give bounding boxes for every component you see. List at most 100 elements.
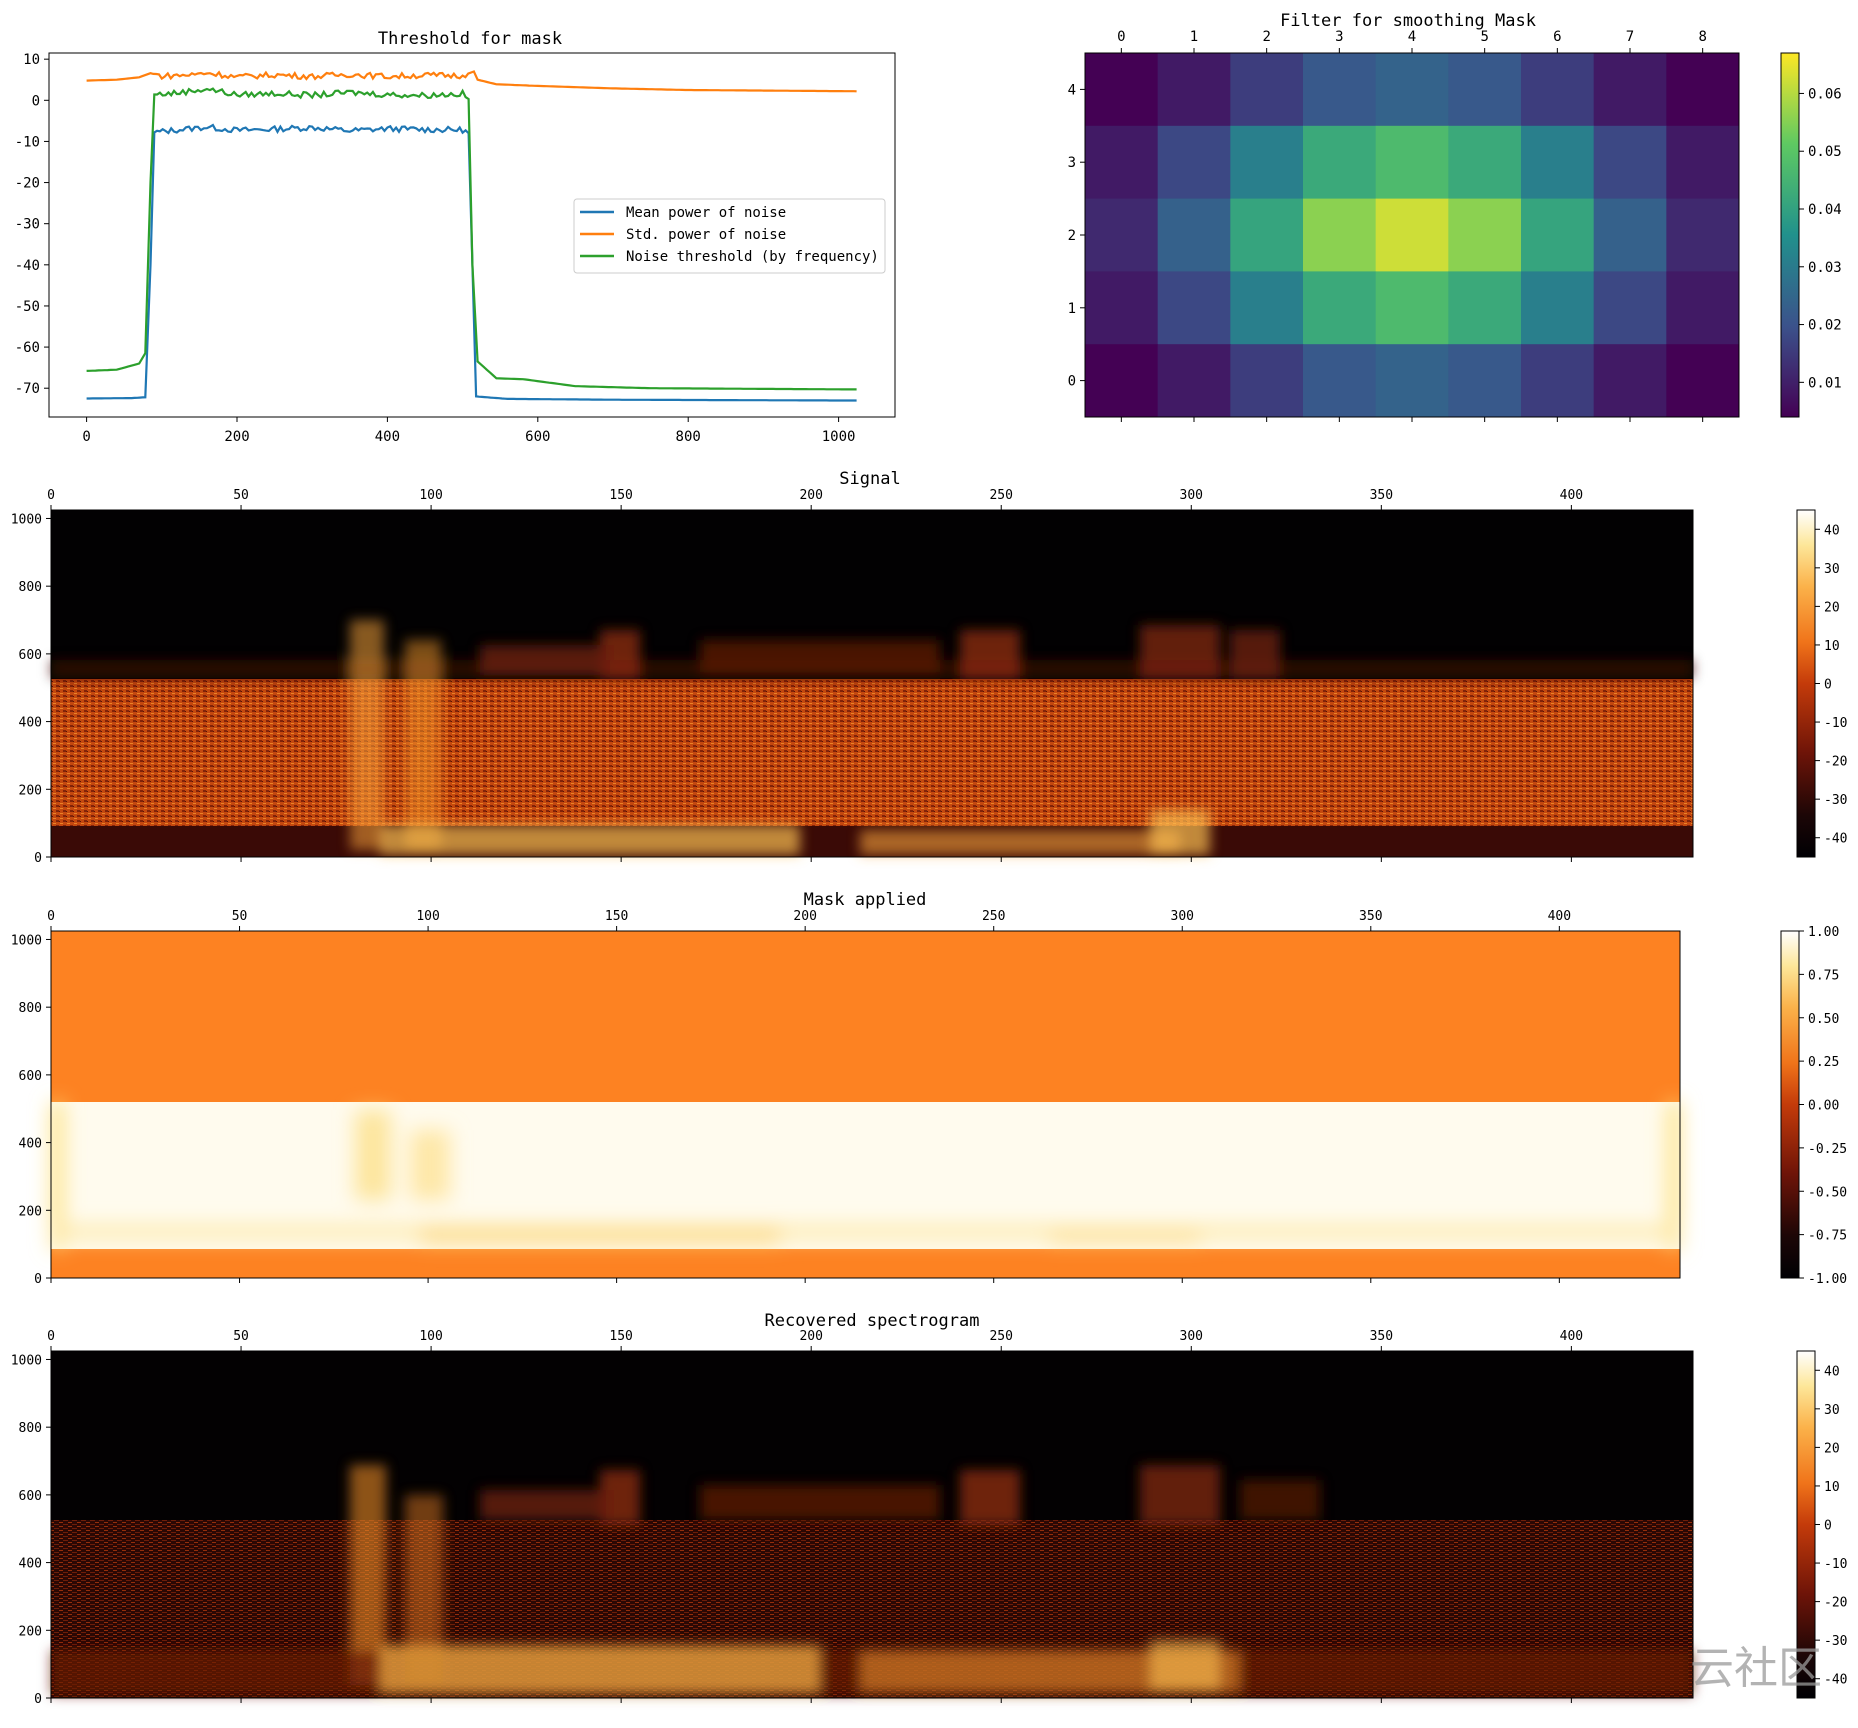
colorbar-ticks: 0.06 0.05 0.04 0.03 0.02 0.01 xyxy=(1799,86,1842,391)
colorbar xyxy=(1796,509,1816,858)
x-tick-label: 350 xyxy=(1359,909,1382,924)
y-tick-label: 0 xyxy=(34,1692,42,1707)
plot-frame xyxy=(48,52,896,418)
x-axis-ticks: 0 1 2 3 4 5 6 7 8 xyxy=(1117,29,1707,422)
y-tick-label: 200 xyxy=(19,1204,42,1219)
filter-cell xyxy=(1593,271,1667,345)
filter-cell xyxy=(1157,125,1231,200)
filter-cell xyxy=(1230,344,1304,418)
plot-frame xyxy=(50,509,1694,858)
y-tick-label: 0 xyxy=(34,1272,42,1287)
series-line-0 xyxy=(86,123,857,402)
colorbar-tick-label: 30 xyxy=(1824,1403,1840,1418)
filter-cell xyxy=(1085,125,1159,200)
colorbar-tick-label: 0.25 xyxy=(1808,1055,1839,1070)
colorbar-tick-label: -40 xyxy=(1824,832,1847,847)
plot-frame xyxy=(50,1350,1694,1699)
colorbar-tick-label: -30 xyxy=(1824,793,1847,808)
x-tick-label: 4 xyxy=(1408,29,1416,45)
legend-label-mean: Mean power of noise xyxy=(626,205,786,221)
filter-cell xyxy=(1157,198,1231,272)
axis-ticks: 0 50 100 150 200 250 300 350 400 1000 800 600 400 200… xyxy=(11,488,1583,866)
filter-cell xyxy=(1666,271,1740,345)
colorbar-tick-label: 1.00 xyxy=(1808,925,1839,940)
filter-cell xyxy=(1085,53,1159,127)
y-tick-label: 4 xyxy=(1068,82,1076,98)
chart-title: Recovered spectrogram xyxy=(765,1311,980,1331)
colorbar-tick-label: 20 xyxy=(1824,1441,1840,1456)
chart-title: Mask applied xyxy=(804,890,927,910)
y-tick-label: -60 xyxy=(15,340,40,356)
colorbar-tick-label: 0.04 xyxy=(1808,202,1842,218)
filter-cell xyxy=(1303,271,1377,345)
colorbar-tick-label: 0.03 xyxy=(1808,260,1842,276)
filter-cell xyxy=(1157,271,1231,345)
filter-cell xyxy=(1448,271,1522,345)
filter-cell xyxy=(1521,344,1595,418)
colorbar-tick-label: -10 xyxy=(1824,1557,1847,1572)
x-tick-label: 350 xyxy=(1370,488,1393,503)
filter-cell xyxy=(1666,344,1740,418)
x-tick-label: 2 xyxy=(1262,29,1270,45)
x-axis-ticks: 0 200 400 600 800 1000 xyxy=(82,417,855,445)
colorbar-tick-label: 30 xyxy=(1824,562,1840,577)
x-tick-label: 800 xyxy=(676,429,701,445)
recovered-spectrogram: Recovered spectrogram 0 50 100 150 200 250 3 xyxy=(11,1311,1848,1707)
filter-cell xyxy=(1666,125,1740,200)
filter-cells xyxy=(1085,53,1740,418)
x-tick-label: 200 xyxy=(799,488,822,503)
mask-image xyxy=(51,931,1680,1278)
axis-ticks: 0 50 100 150 200 250 300 350 400 1000 800 600 400 200… xyxy=(11,909,1571,1287)
filter-cell xyxy=(1230,53,1304,127)
colorbar-tick-label: 0.02 xyxy=(1808,318,1842,334)
filter-cell xyxy=(1230,271,1304,345)
chart-title: Filter for smoothing Mask xyxy=(1280,11,1536,31)
x-tick-label: 300 xyxy=(1180,488,1203,503)
y-tick-label: 1 xyxy=(1068,301,1076,317)
y-tick-label: 0 xyxy=(32,93,40,109)
y-tick-label: 200 xyxy=(19,783,42,798)
colorbar-tick-label: -20 xyxy=(1824,755,1847,770)
colorbar-tick-label: -40 xyxy=(1824,1673,1847,1688)
x-tick-label: 200 xyxy=(224,429,249,445)
y-tick-label: -50 xyxy=(15,299,40,315)
filter-cell xyxy=(1593,53,1667,127)
series-lines xyxy=(86,70,857,402)
filter-cell xyxy=(1521,198,1595,272)
colorbar-tick-label: -30 xyxy=(1824,1634,1847,1649)
filter-cell xyxy=(1303,198,1377,272)
y-tick-label: 0 xyxy=(34,851,42,866)
y-tick-label: 3 xyxy=(1068,155,1076,171)
colorbar-tick-label: -0.25 xyxy=(1808,1142,1847,1157)
spectrogram-image xyxy=(51,1351,1693,1698)
filter-cell xyxy=(1448,53,1522,127)
y-tick-label: 10 xyxy=(23,52,40,68)
colorbar-tick-label: 20 xyxy=(1824,600,1840,615)
colorbar xyxy=(1780,52,1800,418)
colorbar-tick-label: 40 xyxy=(1824,523,1840,538)
x-tick-label: 400 xyxy=(1560,1329,1583,1344)
x-tick-label: 150 xyxy=(609,1329,632,1344)
filter-cell xyxy=(1448,344,1522,418)
signal-spectrogram: Signal 0 50 100 150 200 250 300 350 400 xyxy=(11,469,1848,866)
spectrogram-image xyxy=(51,510,1693,857)
filter-cell xyxy=(1521,125,1595,200)
colorbar-tick-label: 0.50 xyxy=(1808,1012,1839,1027)
chart-title: Signal xyxy=(839,469,900,489)
x-tick-label: 5 xyxy=(1480,29,1488,45)
x-tick-label: 50 xyxy=(232,909,248,924)
x-tick-label: 200 xyxy=(793,909,816,924)
x-tick-label: 250 xyxy=(982,909,1005,924)
y-tick-label: 600 xyxy=(19,1489,42,1504)
x-tick-label: 8 xyxy=(1698,29,1706,45)
filter-cell xyxy=(1085,198,1159,272)
y-tick-label: 600 xyxy=(19,1069,42,1084)
filter-cell xyxy=(1375,271,1449,345)
colorbar-tick-label: 0.05 xyxy=(1808,144,1842,160)
y-tick-label: 1000 xyxy=(11,933,42,948)
colorbar-tick-label: -10 xyxy=(1824,716,1847,731)
y-tick-label: 0 xyxy=(1068,374,1076,390)
x-tick-label: 350 xyxy=(1370,1329,1393,1344)
colorbar-tick-label: 40 xyxy=(1824,1364,1840,1379)
